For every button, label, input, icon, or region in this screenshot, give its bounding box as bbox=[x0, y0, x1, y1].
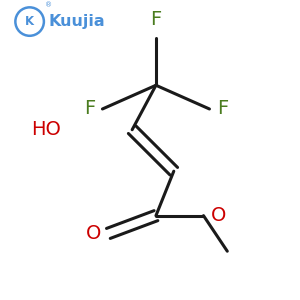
Text: F: F bbox=[217, 100, 228, 118]
Text: F: F bbox=[150, 10, 162, 29]
Text: O: O bbox=[211, 206, 226, 225]
Text: ®: ® bbox=[45, 3, 52, 9]
Text: O: O bbox=[85, 224, 101, 243]
Text: K: K bbox=[25, 15, 34, 28]
Text: F: F bbox=[84, 100, 95, 118]
Text: Kuujia: Kuujia bbox=[48, 14, 105, 29]
Text: HO: HO bbox=[31, 120, 61, 139]
